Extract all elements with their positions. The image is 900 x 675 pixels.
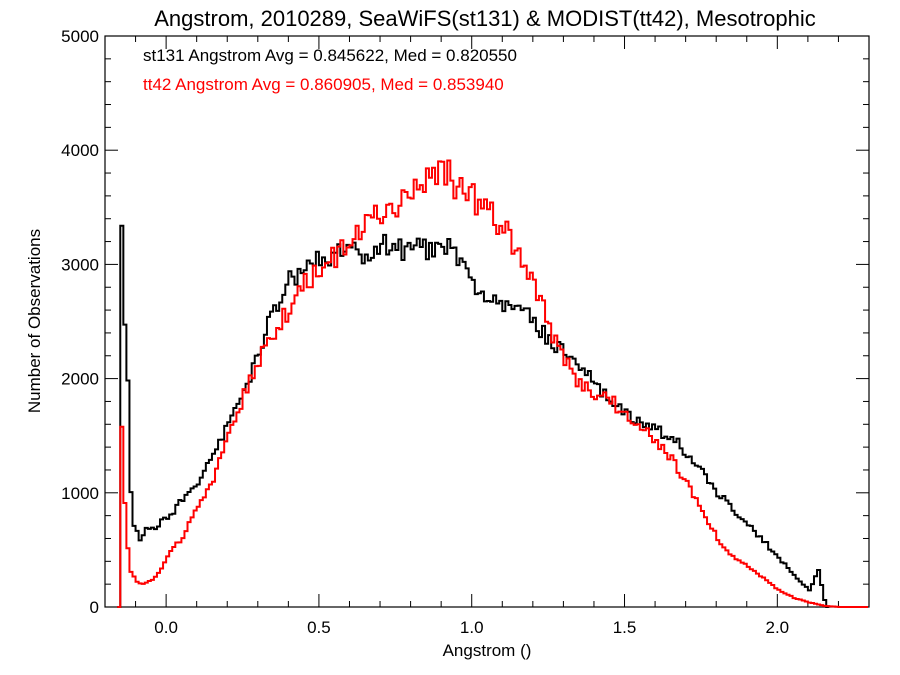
- x-tick-label: 1.5: [613, 618, 637, 637]
- y-tick-label: 1000: [61, 484, 99, 503]
- series-line-st131: [117, 224, 830, 608]
- chart-title: Angstrom, 2010289, SeaWiFS(st131) & MODI…: [154, 6, 815, 31]
- y-tick-labels: 0 1000 2000 3000 4000 5000: [61, 27, 99, 617]
- series-layer: [117, 159, 868, 608]
- x-tick-label: 1.0: [460, 618, 484, 637]
- y-tick-label: 3000: [61, 255, 99, 274]
- annotation-st131: st131 Angstrom Avg = 0.845622, Med = 0.8…: [143, 46, 517, 65]
- y-axis-label: Number of Observations: [25, 229, 44, 413]
- axis-ticks: [104, 35, 870, 608]
- y-tick-label: 4000: [61, 141, 99, 160]
- annotation-tt42: tt42 Angstrom Avg = 0.860905, Med = 0.85…: [143, 75, 504, 94]
- plot-frame: [104, 35, 870, 608]
- y-tick-label: 0: [90, 598, 99, 617]
- series-line-tt42: [117, 159, 868, 608]
- x-tick-label: 0.0: [154, 618, 178, 637]
- x-tick-label: 2.0: [765, 618, 789, 637]
- x-tick-label: 0.5: [307, 618, 331, 637]
- y-tick-label: 5000: [61, 27, 99, 46]
- y-tick-label: 2000: [61, 370, 99, 389]
- x-axis-label: Angstrom (): [443, 641, 532, 660]
- x-tick-labels: 0.0 0.5 1.0 1.5 2.0: [154, 618, 789, 637]
